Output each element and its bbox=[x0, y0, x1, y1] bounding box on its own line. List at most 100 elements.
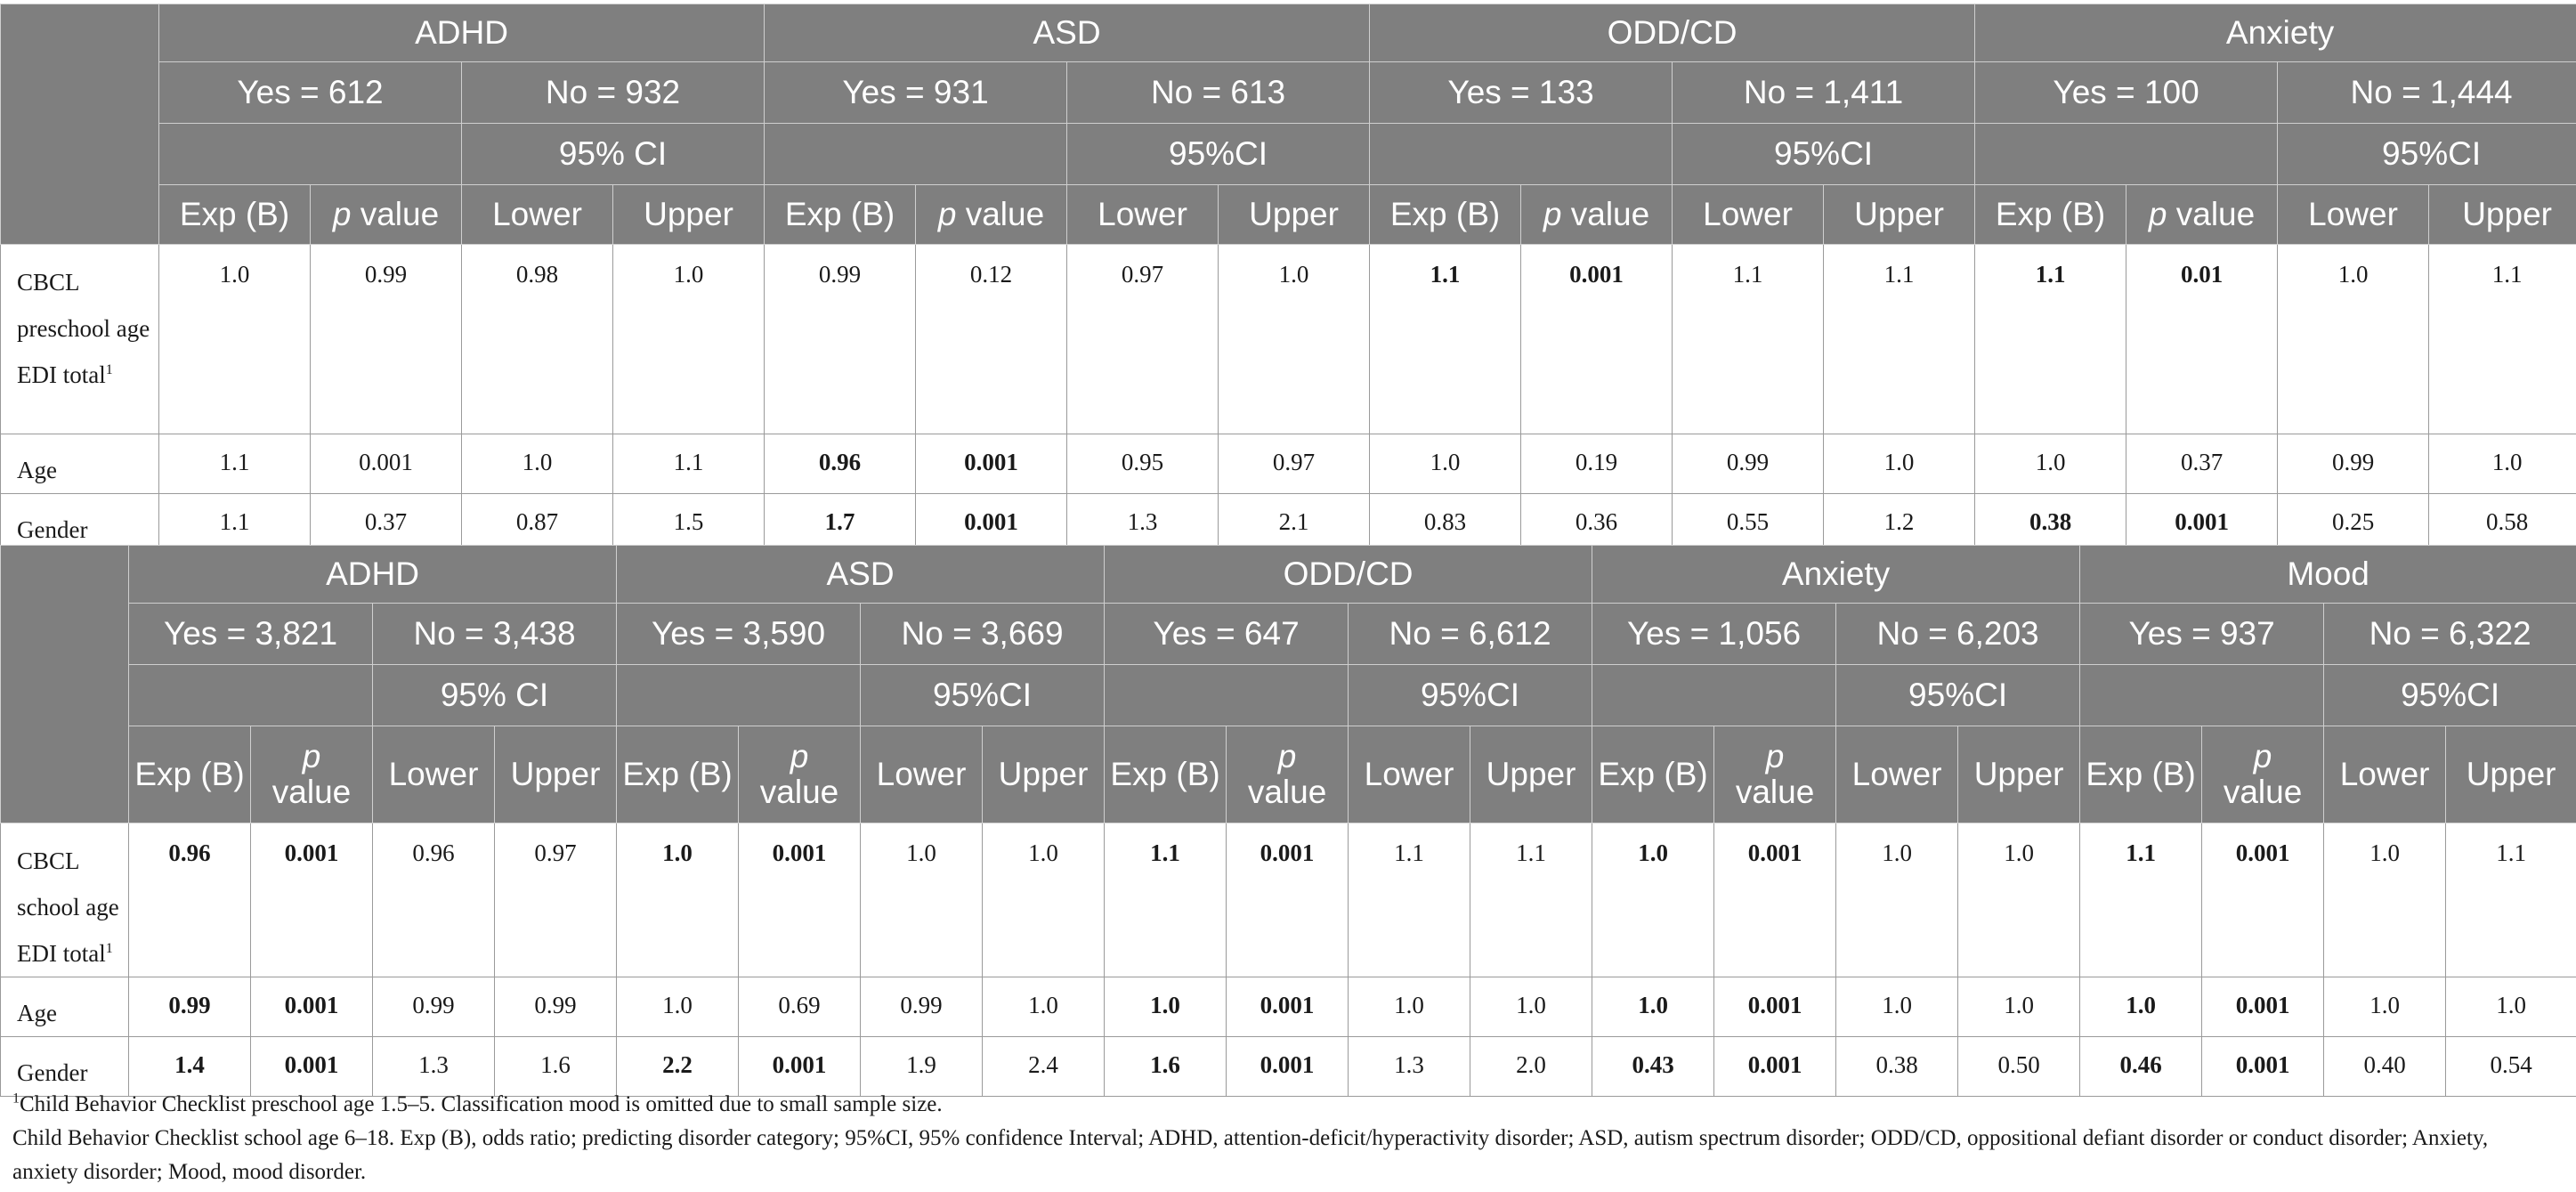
empty-header bbox=[1974, 123, 2279, 185]
no-count: No = 6,322 bbox=[2323, 603, 2576, 665]
table-cell: 1.1 bbox=[1470, 823, 1593, 977]
group-header: Mood bbox=[2079, 545, 2576, 604]
no-count: No = 613 bbox=[1066, 61, 1371, 124]
table-row: CBCL school age EDI total1 0.96 0.001 0.96… bbox=[0, 823, 2576, 977]
col-upper: Upper bbox=[612, 184, 766, 245]
yes-count: Yes = 1,056 bbox=[1592, 603, 1837, 665]
table-cell: 0.001 bbox=[1226, 977, 1349, 1037]
col-p-value: p value bbox=[1226, 726, 1349, 823]
col-upper: Upper bbox=[493, 726, 618, 823]
yes-count: Yes = 931 bbox=[764, 61, 1068, 124]
row-label-text: CBCL preschool age EDI total bbox=[17, 269, 150, 388]
table-cell: 1.0 bbox=[1823, 434, 1976, 494]
table-cell: 0.001 bbox=[2201, 1036, 2325, 1097]
empty-header bbox=[1592, 664, 1837, 726]
row-label-text: CBCL school age EDI total bbox=[17, 847, 119, 967]
p-symbol: p bbox=[302, 738, 321, 774]
table-cell: 1.0 bbox=[2445, 977, 2576, 1037]
table-cell: 1.0 bbox=[2428, 434, 2576, 494]
table-cell: 1.0 bbox=[1592, 977, 1715, 1037]
table-cell: 1.1 bbox=[2428, 244, 2576, 434]
ci-header: 95% CI bbox=[371, 664, 618, 726]
group-header: ADHD bbox=[127, 545, 618, 604]
table-cell: 1.0 bbox=[2323, 823, 2447, 977]
col-upper: Upper bbox=[1470, 726, 1593, 823]
empty-header bbox=[2079, 664, 2325, 726]
table-footnotes: 1Child Behavior Checklist preschool age … bbox=[12, 1088, 2558, 1189]
table-cell: 0.001 bbox=[250, 823, 373, 977]
value-word: value bbox=[271, 774, 352, 810]
table-cell: 0.97 bbox=[1066, 244, 1219, 434]
empty-header bbox=[616, 664, 862, 726]
table-cell: 0.99 bbox=[764, 244, 917, 434]
table-cell: 0.99 bbox=[860, 977, 984, 1037]
col-p-value: p value bbox=[738, 726, 862, 823]
table-cell: 1.0 bbox=[2079, 977, 2203, 1037]
p-symbol: p bbox=[2148, 196, 2167, 232]
table-cell: 2.4 bbox=[982, 1036, 1106, 1097]
table-cell: 0.001 bbox=[250, 977, 373, 1037]
table-row: Age 0.99 0.001 0.99 0.99 1.0 0.69 0.99 1.0 1.0 0.… bbox=[0, 977, 2576, 1037]
footnote-2: Child Behavior Checklist school age 6–18… bbox=[12, 1126, 2489, 1184]
table-cell: 0.99 bbox=[2277, 434, 2430, 494]
table-cell: 0.001 bbox=[2201, 823, 2325, 977]
col-p-value: p value bbox=[2201, 726, 2325, 823]
row-label-text: Gender bbox=[17, 1059, 88, 1086]
col-upper: Upper bbox=[1218, 184, 1371, 245]
table-cell: 0.99 bbox=[310, 244, 462, 434]
value-word: value bbox=[2167, 196, 2256, 232]
col-p-value: p value bbox=[2126, 184, 2279, 245]
col-p-value: p value bbox=[1713, 726, 1837, 823]
group-header: ODD/CD bbox=[1104, 545, 1593, 604]
empty-header bbox=[1369, 123, 1673, 185]
table-row: CBCL preschool age EDI total1 1.0 0.99 0.9… bbox=[0, 244, 2576, 434]
yes-count: Yes = 647 bbox=[1104, 603, 1349, 665]
table-corner-cell bbox=[0, 4, 159, 245]
no-count: No = 6,203 bbox=[1835, 603, 2081, 665]
col-lower: Lower bbox=[1835, 726, 1959, 823]
table-cell: 0.99 bbox=[128, 977, 251, 1037]
table-cell: 0.97 bbox=[493, 823, 618, 977]
no-count: No = 932 bbox=[460, 61, 766, 124]
empty-header bbox=[128, 664, 373, 726]
table-cell: 0.38 bbox=[1835, 1036, 1959, 1097]
table-cell: 1.0 bbox=[982, 823, 1106, 977]
table-cell: 0.95 bbox=[1066, 434, 1219, 494]
table-cell: 1.0 bbox=[158, 244, 311, 434]
col-upper: Upper bbox=[982, 726, 1106, 823]
table-cell: 0.40 bbox=[2323, 1036, 2447, 1097]
table-row: Age 1.1 0.001 1.0 1.1 0.96 0.001 0.95 0.97 1.0 0.… bbox=[0, 434, 2576, 494]
row-label: CBCL preschool age EDI total1 bbox=[0, 244, 159, 434]
footnote-1-text: Child Behavior Checklist preschool age 1… bbox=[20, 1092, 943, 1116]
table-cell: 1.1 bbox=[612, 434, 766, 494]
table-school-age: ADHD ASD ODD/CD Anxiety Mood Yes = 3,821… bbox=[0, 545, 2576, 1097]
value-word: value bbox=[1735, 774, 1815, 810]
table-cell: 0.50 bbox=[1957, 1036, 2081, 1097]
table-cell: 0.001 bbox=[1226, 1036, 1349, 1097]
table-cell: 1.6 bbox=[493, 1036, 618, 1097]
row-label: Gender bbox=[0, 493, 159, 554]
group-header: ODD/CD bbox=[1369, 4, 1976, 62]
table-cell: 2.0 bbox=[1470, 1036, 1593, 1097]
table-cell: 1.1 bbox=[158, 434, 311, 494]
col-exp-b: Exp (B) bbox=[1592, 726, 1715, 823]
empty-header bbox=[1104, 664, 1349, 726]
table-cell: 0.001 bbox=[1713, 823, 1837, 977]
table-cell: 1.1 bbox=[2445, 823, 2576, 977]
table-cell: 1.0 bbox=[1470, 977, 1593, 1037]
table-cell: 1.0 bbox=[1218, 244, 1371, 434]
yes-count: Yes = 3,590 bbox=[616, 603, 862, 665]
empty-header bbox=[158, 123, 462, 185]
group-header: ASD bbox=[616, 545, 1106, 604]
table-cell: 1.0 bbox=[616, 977, 740, 1037]
table-cell: 0.19 bbox=[1520, 434, 1673, 494]
empty-header bbox=[764, 123, 1068, 185]
col-p-value: p value bbox=[310, 184, 462, 245]
row-label-text: Age bbox=[17, 457, 57, 483]
row-label-text: Gender bbox=[17, 516, 88, 543]
col-lower: Lower bbox=[2277, 184, 2430, 245]
table-cell: 0.001 bbox=[1520, 244, 1673, 434]
table-cell: 1.1 bbox=[1974, 244, 2127, 434]
table-cell: 1.0 bbox=[1592, 823, 1715, 977]
yes-count: Yes = 3,821 bbox=[128, 603, 373, 665]
